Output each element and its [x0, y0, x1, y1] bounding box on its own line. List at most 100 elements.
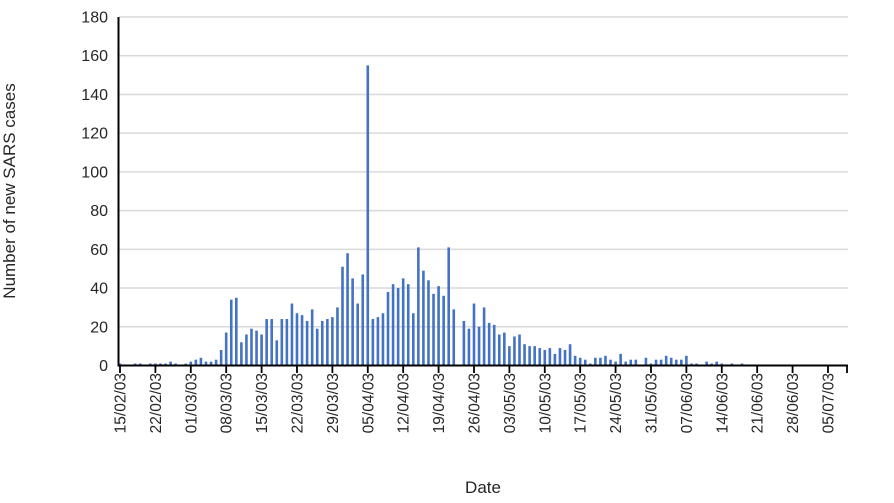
- bar: [386, 291, 390, 366]
- y-tick-label: 20: [90, 319, 108, 336]
- bar: [169, 361, 172, 366]
- bar: [255, 330, 258, 366]
- y-tick-label: 100: [81, 164, 108, 181]
- x-tick-label: 31/05/03: [643, 373, 660, 433]
- x-tick-label: 05/07/03: [820, 373, 837, 433]
- bar: [351, 278, 354, 366]
- bar: [240, 342, 243, 366]
- bar: [336, 307, 339, 366]
- bar: [715, 361, 719, 366]
- y-tick-label: 140: [81, 87, 108, 104]
- bar: [644, 357, 648, 366]
- bar: [705, 361, 708, 366]
- x-tick-label: 28/06/03: [785, 373, 802, 433]
- bar: [204, 361, 208, 366]
- bar: [578, 357, 582, 366]
- bar: [497, 334, 501, 366]
- bar: [194, 359, 198, 366]
- bar: [290, 303, 294, 366]
- bar: [320, 320, 324, 366]
- bar: [341, 266, 344, 366]
- x-tick-label: 22/02/03: [148, 373, 165, 433]
- bar: [680, 359, 683, 366]
- bar: [543, 350, 547, 366]
- bar: [310, 309, 314, 366]
- x-tick-label: 05/04/03: [360, 373, 377, 433]
- bar: [583, 359, 587, 366]
- bar: [250, 328, 253, 366]
- bar: [533, 346, 536, 366]
- x-tick-label: 01/03/03: [183, 373, 200, 433]
- y-tick-label: 180: [81, 10, 108, 27]
- bar: [563, 350, 567, 366]
- x-tick-label: 03/05/03: [502, 373, 519, 433]
- y-tick-label: 0: [99, 358, 108, 375]
- bar: [467, 328, 471, 366]
- bar: [235, 297, 238, 366]
- x-tick-label: 15/03/03: [254, 373, 271, 433]
- bar: [614, 361, 617, 366]
- bar: [275, 340, 279, 366]
- bar: [523, 344, 526, 366]
- bar: [528, 346, 531, 366]
- bar: [406, 284, 410, 366]
- bar: [674, 359, 678, 366]
- bar: [538, 348, 542, 366]
- bar: [609, 359, 612, 366]
- bar: [487, 322, 491, 366]
- bar: [482, 307, 486, 366]
- bar: [573, 355, 577, 366]
- bar: [417, 247, 420, 366]
- bar: [472, 303, 476, 366]
- x-tick-label: 24/05/03: [608, 373, 625, 433]
- bar: [346, 253, 349, 366]
- bar: [659, 359, 663, 366]
- bar: [548, 348, 552, 366]
- x-tick-label: 17/05/03: [573, 373, 590, 433]
- bar: [629, 359, 633, 366]
- bar: [634, 359, 638, 366]
- bar: [669, 357, 673, 366]
- bar: [331, 317, 334, 366]
- bar: [553, 353, 557, 366]
- x-tick-label: 26/04/03: [466, 373, 483, 433]
- bar: [685, 355, 688, 366]
- bar: [224, 332, 228, 366]
- bar: [442, 295, 445, 366]
- bar: [376, 317, 380, 366]
- bar: [447, 247, 451, 366]
- bar: [280, 319, 284, 366]
- bar: [654, 359, 658, 366]
- bar: [219, 350, 223, 366]
- y-tick-label: 80: [90, 203, 108, 220]
- bar: [432, 293, 435, 366]
- bar: [209, 361, 213, 366]
- x-tick-label: 22/03/03: [289, 373, 306, 433]
- bar: [391, 284, 395, 366]
- bar: [305, 320, 309, 366]
- bar: [260, 334, 263, 366]
- bar: [619, 353, 622, 366]
- y-tick-label: 60: [90, 242, 108, 259]
- bar: [437, 286, 440, 366]
- bar: [199, 357, 203, 366]
- x-tick-label: 14/06/03: [714, 373, 731, 433]
- bar: [229, 299, 233, 366]
- bar: [513, 336, 516, 366]
- y-tick-label: 160: [81, 48, 108, 65]
- bar: [624, 361, 627, 366]
- bar: [265, 319, 268, 366]
- bar: [492, 324, 496, 366]
- bar: [518, 334, 521, 366]
- x-tick-label: 08/03/03: [219, 373, 236, 433]
- x-tick-label: 19/04/03: [431, 373, 448, 433]
- bar: [558, 348, 562, 366]
- y-tick-label: 120: [81, 126, 108, 143]
- x-tick-label: 29/03/03: [325, 373, 342, 433]
- bar: [477, 326, 481, 366]
- bar: [381, 313, 385, 366]
- bar: [300, 315, 304, 366]
- bar: [361, 274, 365, 366]
